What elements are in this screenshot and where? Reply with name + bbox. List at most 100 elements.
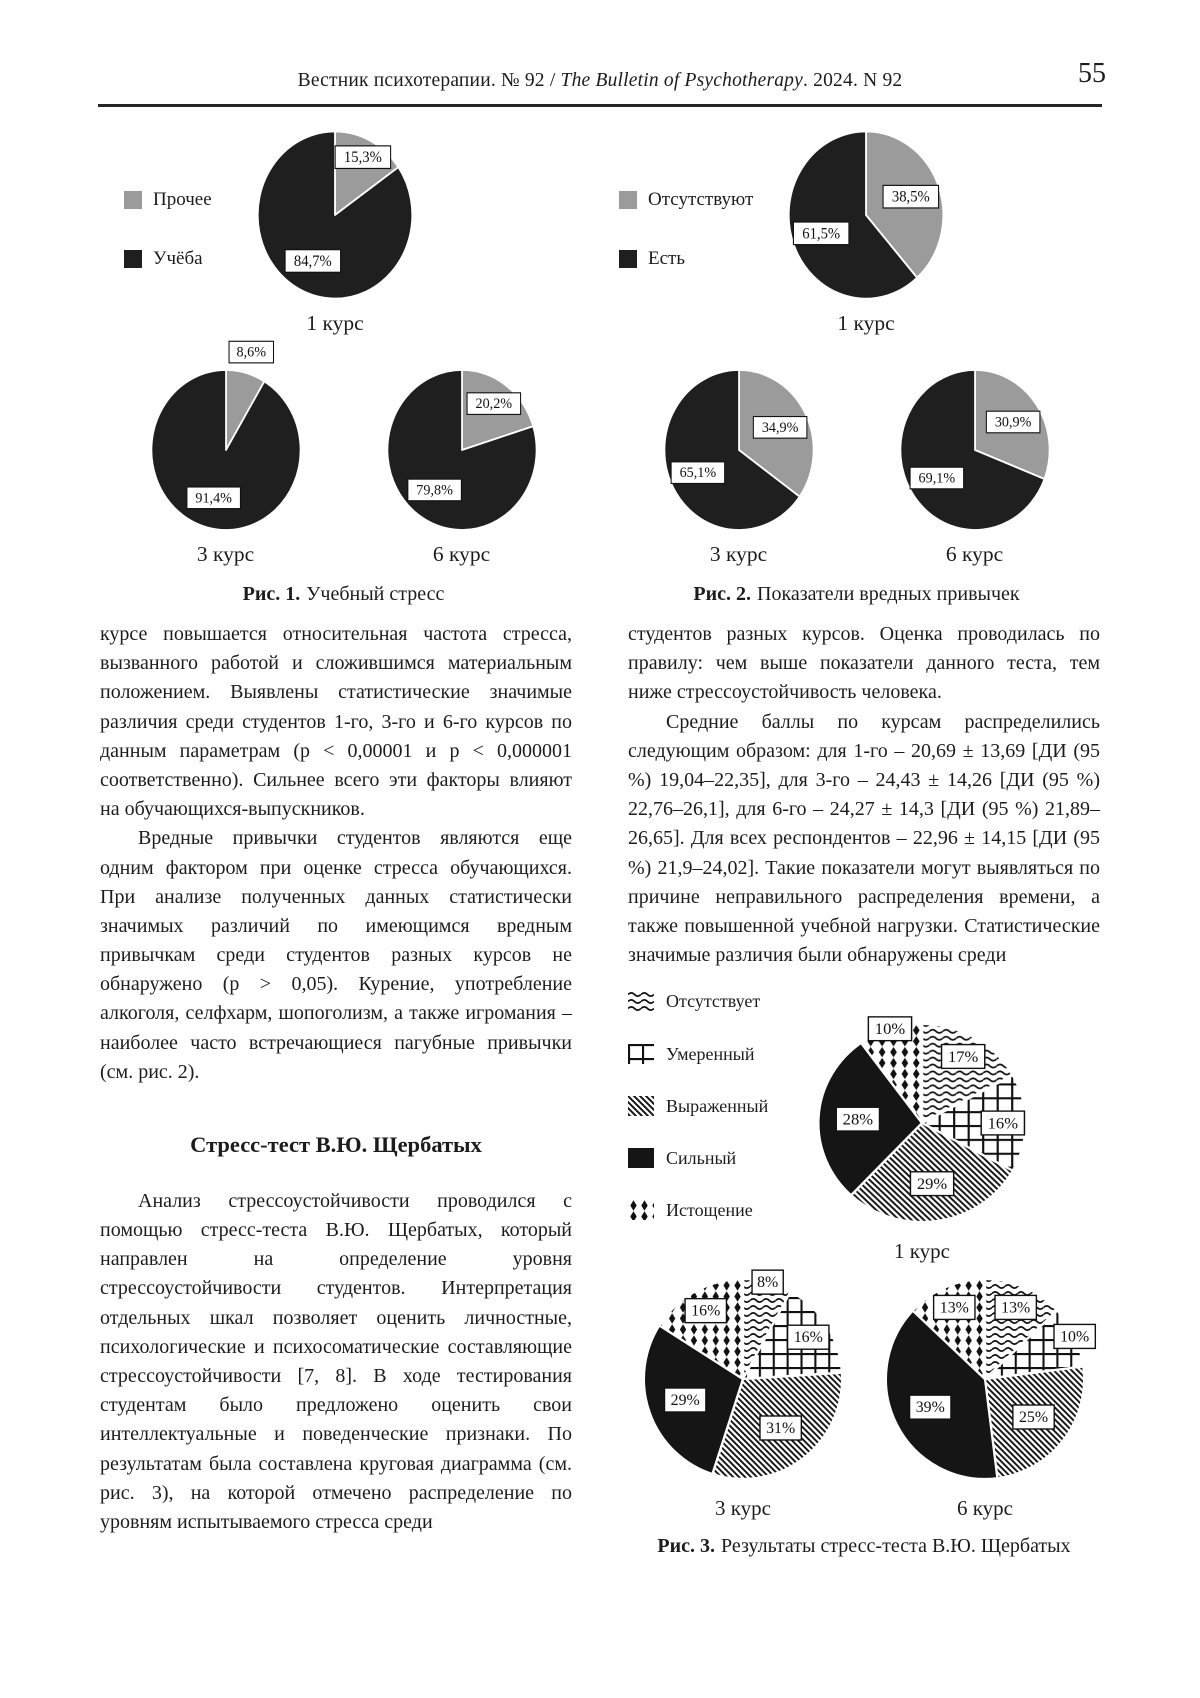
svg-text:29%: 29% <box>917 1176 947 1194</box>
slice-label: 25% <box>1012 1404 1055 1430</box>
slice-label: 16% <box>786 1324 830 1350</box>
legend-item-Учёба: Учёба <box>124 248 250 270</box>
slice-label: 65,1% <box>670 461 725 485</box>
svg-text:79,8%: 79,8% <box>416 482 453 499</box>
slice-label: 15,3% <box>334 145 392 170</box>
left-column: курсе повышается относительная частота с… <box>100 620 572 1561</box>
legend-item-Умеренный: Умеренный <box>628 1041 808 1067</box>
legend-swatch-icon <box>628 1095 654 1116</box>
svg-text:84,7%: 84,7% <box>294 253 332 271</box>
svg-text:20,2%: 20,2% <box>475 396 512 413</box>
legend-item-Прочее: Прочее <box>124 189 250 211</box>
pie-slice-Умеренный <box>920 1074 1027 1173</box>
slice-label: 84,7% <box>284 249 342 273</box>
figure-3-legend: Отсутствует Умеренный Выраженный Сильный Ист… <box>628 980 808 1267</box>
section-heading: Стресс-тест В.Ю. Щербатых <box>190 1132 482 1157</box>
svg-text:10%: 10% <box>1060 1328 1089 1345</box>
legend-label: Выраженный <box>666 1095 769 1116</box>
legend-swatch-icon <box>628 991 654 1012</box>
legend-label: Сильный <box>666 1148 737 1169</box>
pie-slice-Есть <box>899 369 1045 531</box>
pie-chart: 17% 16% 29% 28% 10% <box>817 1016 1027 1224</box>
slice-label: 34,9% <box>752 415 807 439</box>
svg-text:30,9%: 30,9% <box>994 414 1031 431</box>
slice-label: 61,5% <box>792 221 850 246</box>
legend-item-Отсутствуют: Отсутствуют <box>619 189 781 211</box>
pie-chart: 34,9% 65,1% <box>663 369 814 531</box>
pie-title: 6 курс <box>945 542 1004 566</box>
svg-text:29%: 29% <box>671 1392 700 1409</box>
figure-3: Отсутствует Умеренный Выраженный Сильный Ист… <box>628 980 1100 1561</box>
slice-label: 38,5% <box>882 184 940 209</box>
body-columns: курсе повышается относительная частота с… <box>100 620 1100 1561</box>
svg-text:8%: 8% <box>757 1274 778 1291</box>
slice-label: 13% <box>994 1294 1038 1321</box>
svg-text:13%: 13% <box>940 1299 969 1316</box>
figure-1: Прочее Учёба 15,3% 84,7% 1 курс 8,6% 91,4% … <box>100 123 587 606</box>
pie-chart: 30,9% 69,1% <box>899 369 1050 531</box>
svg-text:34,9%: 34,9% <box>761 419 798 436</box>
legend-swatch-icon <box>628 1043 654 1064</box>
legend-label: Отсутствует <box>666 991 761 1012</box>
slice-label: 13% <box>932 1294 976 1321</box>
legend-item-Есть: Есть <box>619 248 781 270</box>
figure-2: Отсутствуют Есть 38,5% 61,5% 1 курс 34,9% 6… <box>613 123 1100 606</box>
legend-label: Есть <box>648 248 686 269</box>
fig3-pie-course6: 13% 10% 25% 39% 13% 6 курс <box>876 1269 1097 1524</box>
pie-slice-Есть <box>663 369 800 531</box>
svg-text:39%: 39% <box>916 1399 945 1416</box>
slice-label: 10% <box>1053 1323 1097 1350</box>
fig2-pie-course3: 34,9% 65,1% 3 курс <box>657 362 821 567</box>
figure-2-caption: Рис. 2. Показатели вредных привычек <box>693 583 1020 605</box>
svg-text:65,1%: 65,1% <box>679 465 716 482</box>
paragraph: Анализ стрессоустойчивости проводился с … <box>100 1189 572 1533</box>
pie-title: 1 курс <box>894 1239 950 1264</box>
legend-label: Отсутствуют <box>648 189 754 210</box>
slice-label: 8% <box>751 1269 784 1295</box>
pie-chart: 38,5% 61,5% <box>787 130 945 300</box>
legend-swatch-icon <box>628 1200 654 1221</box>
slice-label: 28% <box>835 1106 881 1132</box>
pie-chart: 15,3% 84,7% <box>256 130 414 300</box>
legend-swatch-icon <box>619 250 637 268</box>
svg-text:15,3%: 15,3% <box>344 149 382 167</box>
fig2-pie-course1: 38,5% 61,5% 1 курс <box>781 123 951 336</box>
fig1-pie-course1: 15,3% 84,7% 1 курс <box>250 123 420 336</box>
pie-title: 1 курс <box>837 311 895 335</box>
running-head: Вестник психотерапии. № 92 / The Bulleti… <box>100 56 1106 100</box>
slice-label: 29% <box>909 1171 955 1197</box>
slice-label: 79,8% <box>406 478 462 502</box>
svg-text:16%: 16% <box>794 1329 823 1346</box>
svg-text:8,6%: 8,6% <box>236 344 266 361</box>
legend-item-Отсутствует: Отсутствует <box>628 988 808 1014</box>
page-number: 55 <box>1078 58 1106 89</box>
slice-label: 16% <box>980 1110 1026 1136</box>
pie-chart: 20,2% 79,8% <box>386 369 537 531</box>
svg-text:61,5%: 61,5% <box>802 225 840 243</box>
pie-title: 6 курс <box>957 1495 1013 1520</box>
fig3-pie-course1: 17% 16% 29% 28% 10% 1 курс <box>808 1014 1036 1267</box>
slice-label: 8,6% <box>228 340 274 364</box>
svg-text:38,5%: 38,5% <box>892 188 930 206</box>
svg-text:28%: 28% <box>843 1111 873 1129</box>
svg-text:91,4%: 91,4% <box>195 490 232 507</box>
pie-title: 6 курс <box>432 542 491 566</box>
pie-chart: 8% 16% 31% 29% 16% <box>642 1269 844 1481</box>
figures-row: Прочее Учёба 15,3% 84,7% 1 курс 8,6% 91,4% … <box>100 123 1100 606</box>
legend-label: Истощение <box>666 1200 753 1221</box>
journal-title: Вестник психотерапии. № 92 / The Bulleti… <box>100 70 1100 92</box>
legend-label: Умеренный <box>666 1043 755 1064</box>
slice-label: 91,4% <box>185 486 241 510</box>
slice-label: 30,9% <box>985 410 1040 434</box>
svg-text:25%: 25% <box>1019 1409 1048 1426</box>
right-column: студентов разных курсов. Оценка проводил… <box>628 620 1100 1561</box>
svg-text:31%: 31% <box>766 1420 795 1437</box>
slice-label: 16% <box>684 1297 728 1324</box>
figure-1-caption: Рис. 1. Учебный стресс <box>242 583 445 605</box>
slice-label: 10% <box>867 1016 913 1042</box>
figure-2-legend: Отсутствуют Есть <box>613 189 781 270</box>
legend-label: Учёба <box>153 248 203 269</box>
legend-swatch-icon <box>124 191 142 209</box>
legend-label: Прочее <box>153 189 212 210</box>
fig2-pie-course6: 30,9% 69,1% 6 курс <box>893 362 1057 567</box>
